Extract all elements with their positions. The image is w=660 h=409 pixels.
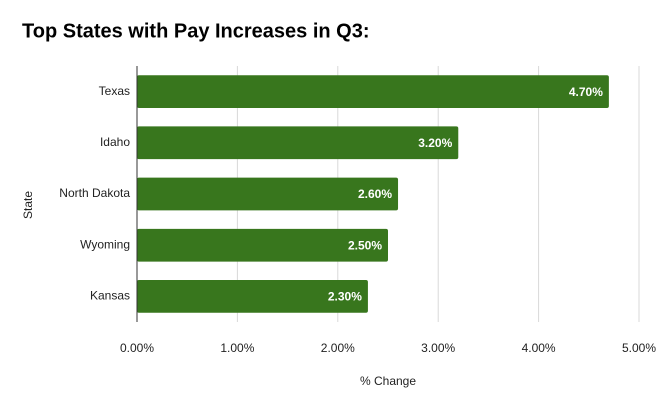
- value-label: 3.20%: [418, 136, 452, 150]
- bar: [137, 177, 399, 211]
- bar: [137, 280, 368, 313]
- y-tick-label: Wyoming: [80, 237, 130, 251]
- y-tick-label: Idaho: [100, 135, 130, 149]
- x-tick-label: 4.00%: [522, 341, 556, 355]
- y-tick-label: Texas: [99, 84, 130, 98]
- chart-title: Top States with Pay Increases in Q3:: [22, 20, 370, 42]
- bar: [137, 75, 609, 108]
- x-tick-label: 5.00%: [622, 341, 656, 355]
- x-tick-label: 2.00%: [321, 341, 355, 355]
- y-tick-label: North Dakota: [59, 186, 130, 200]
- value-label: 2.30%: [328, 290, 362, 304]
- x-tick-label: 0.00%: [120, 341, 154, 355]
- y-tick-label: Kansas: [90, 289, 130, 303]
- bar: [137, 126, 459, 160]
- x-tick-label: 1.00%: [220, 341, 254, 355]
- value-label: 4.70%: [569, 85, 603, 99]
- y-axis-title: State: [21, 191, 35, 219]
- x-axis-title: % Change: [360, 374, 416, 388]
- x-tick-label: 3.00%: [421, 341, 455, 355]
- bar: [137, 228, 388, 262]
- value-label: 2.60%: [358, 187, 392, 201]
- value-label: 2.50%: [348, 238, 382, 252]
